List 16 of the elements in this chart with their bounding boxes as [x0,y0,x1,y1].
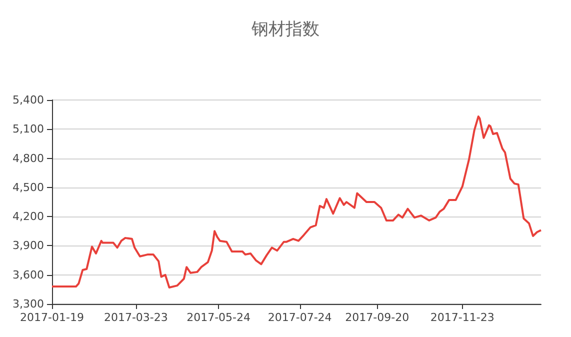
y-tick-label: 4,200 [12,210,44,224]
y-tick-label: 5,400 [12,94,44,106]
x-tick-label: 2017-05-24 [186,311,251,324]
line-series [51,116,542,288]
chart-title: 钢材指数 [250,20,320,40]
x-tick-label: 2017-09-20 [345,311,410,324]
x-tick-label: 2017-03-23 [104,311,168,324]
y-tick-label: 3,900 [12,239,44,252]
x-tick-label: 2017-01-19 [20,311,84,324]
y-tick-label: 3,600 [12,268,44,282]
y-tick-label: 4,500 [12,180,44,194]
y-tick-label: 5,100 [12,122,44,136]
y-tick-label: 4,800 [12,152,44,165]
x-tick-label: 2017-07-24 [268,311,332,324]
x-tick-label: 2017-11-23 [430,311,494,324]
y-tick-label: 3,300 [12,298,44,310]
